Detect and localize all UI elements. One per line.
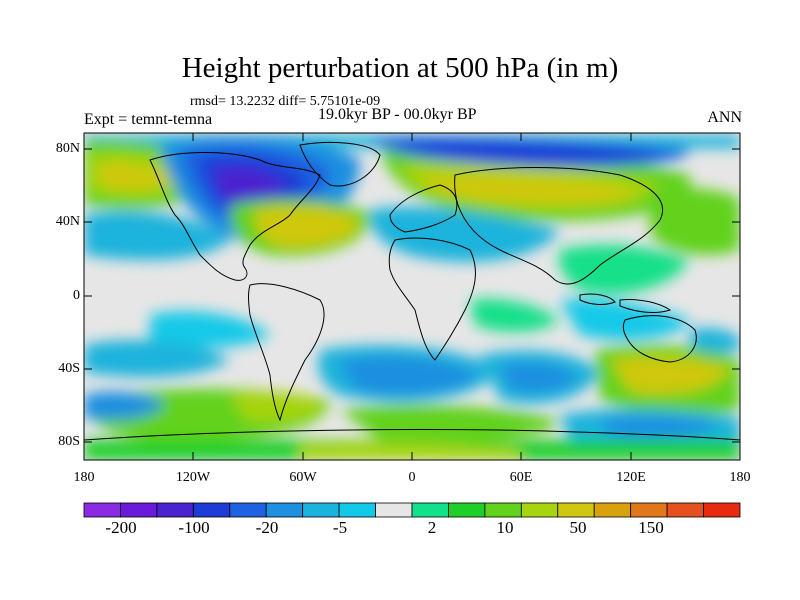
colorbar-swatch (265, 502, 304, 518)
lat-label-40s: 40S (58, 361, 80, 376)
lat-label-0: 0 (73, 288, 80, 303)
map-title: Height perturbation at 500 hPa (in m) (181, 52, 619, 84)
stats-line: rmsd= 13.2232 diff= 5.75101e-09 (190, 94, 381, 109)
colorbar (83, 502, 741, 518)
lon-label-60w: 60W (289, 470, 317, 485)
season-label: ANN (707, 109, 742, 126)
colorbar-label: -200 (105, 518, 137, 537)
colorbar-swatch (666, 502, 704, 518)
colorbar-swatch (703, 502, 741, 518)
colorbar-label: -20 (255, 518, 279, 537)
field-layer (84, 133, 740, 460)
lon-label-60e: 60E (509, 470, 533, 485)
colorbar-label: 2 (427, 518, 437, 537)
colorbar-swatch (192, 502, 231, 518)
lon-label-180w: 180 (73, 470, 95, 485)
colorbar-swatch (593, 502, 632, 518)
colorbar-swatch (630, 502, 668, 518)
colorbar-label: 10 (496, 518, 514, 537)
colorbar-swatch (520, 502, 559, 518)
colorbar-label: 50 (569, 518, 587, 537)
lat-label-80n: 80N (55, 141, 80, 156)
colorbar-swatch (229, 502, 267, 518)
lon-label-180e: 180 (729, 470, 751, 485)
lat-ticks (84, 148, 740, 443)
lon-label-120e: 120E (616, 470, 646, 485)
colorbar-swatch (302, 502, 340, 518)
colorbar-swatch (338, 502, 376, 518)
colorbar-swatch (120, 502, 158, 518)
experiment-label: Expt = temnt-temna (84, 111, 213, 128)
colorbar-label: 150 (638, 518, 664, 537)
colorbar-swatch (484, 502, 522, 518)
colorbar-label: -5 (332, 518, 348, 537)
period-label: 19.0kyr BP - 00.0kyr BP (318, 106, 477, 123)
colorbar-swatch (375, 502, 413, 518)
colorbar-label: -100 (178, 518, 210, 537)
lat-label-40n: 40N (55, 214, 80, 229)
colorbar-swatch (83, 502, 121, 518)
lat-label-80s: 80S (58, 434, 80, 449)
colorbar-swatch (557, 502, 595, 518)
colorbar-swatch (156, 502, 194, 518)
coastlines (84, 141, 740, 441)
lon-ticks (192, 133, 632, 460)
lon-label-0: 0 (408, 470, 416, 485)
colorbar-swatch (411, 502, 449, 518)
colorbar-swatch (448, 502, 486, 518)
lon-label-120w: 120W (175, 470, 211, 485)
